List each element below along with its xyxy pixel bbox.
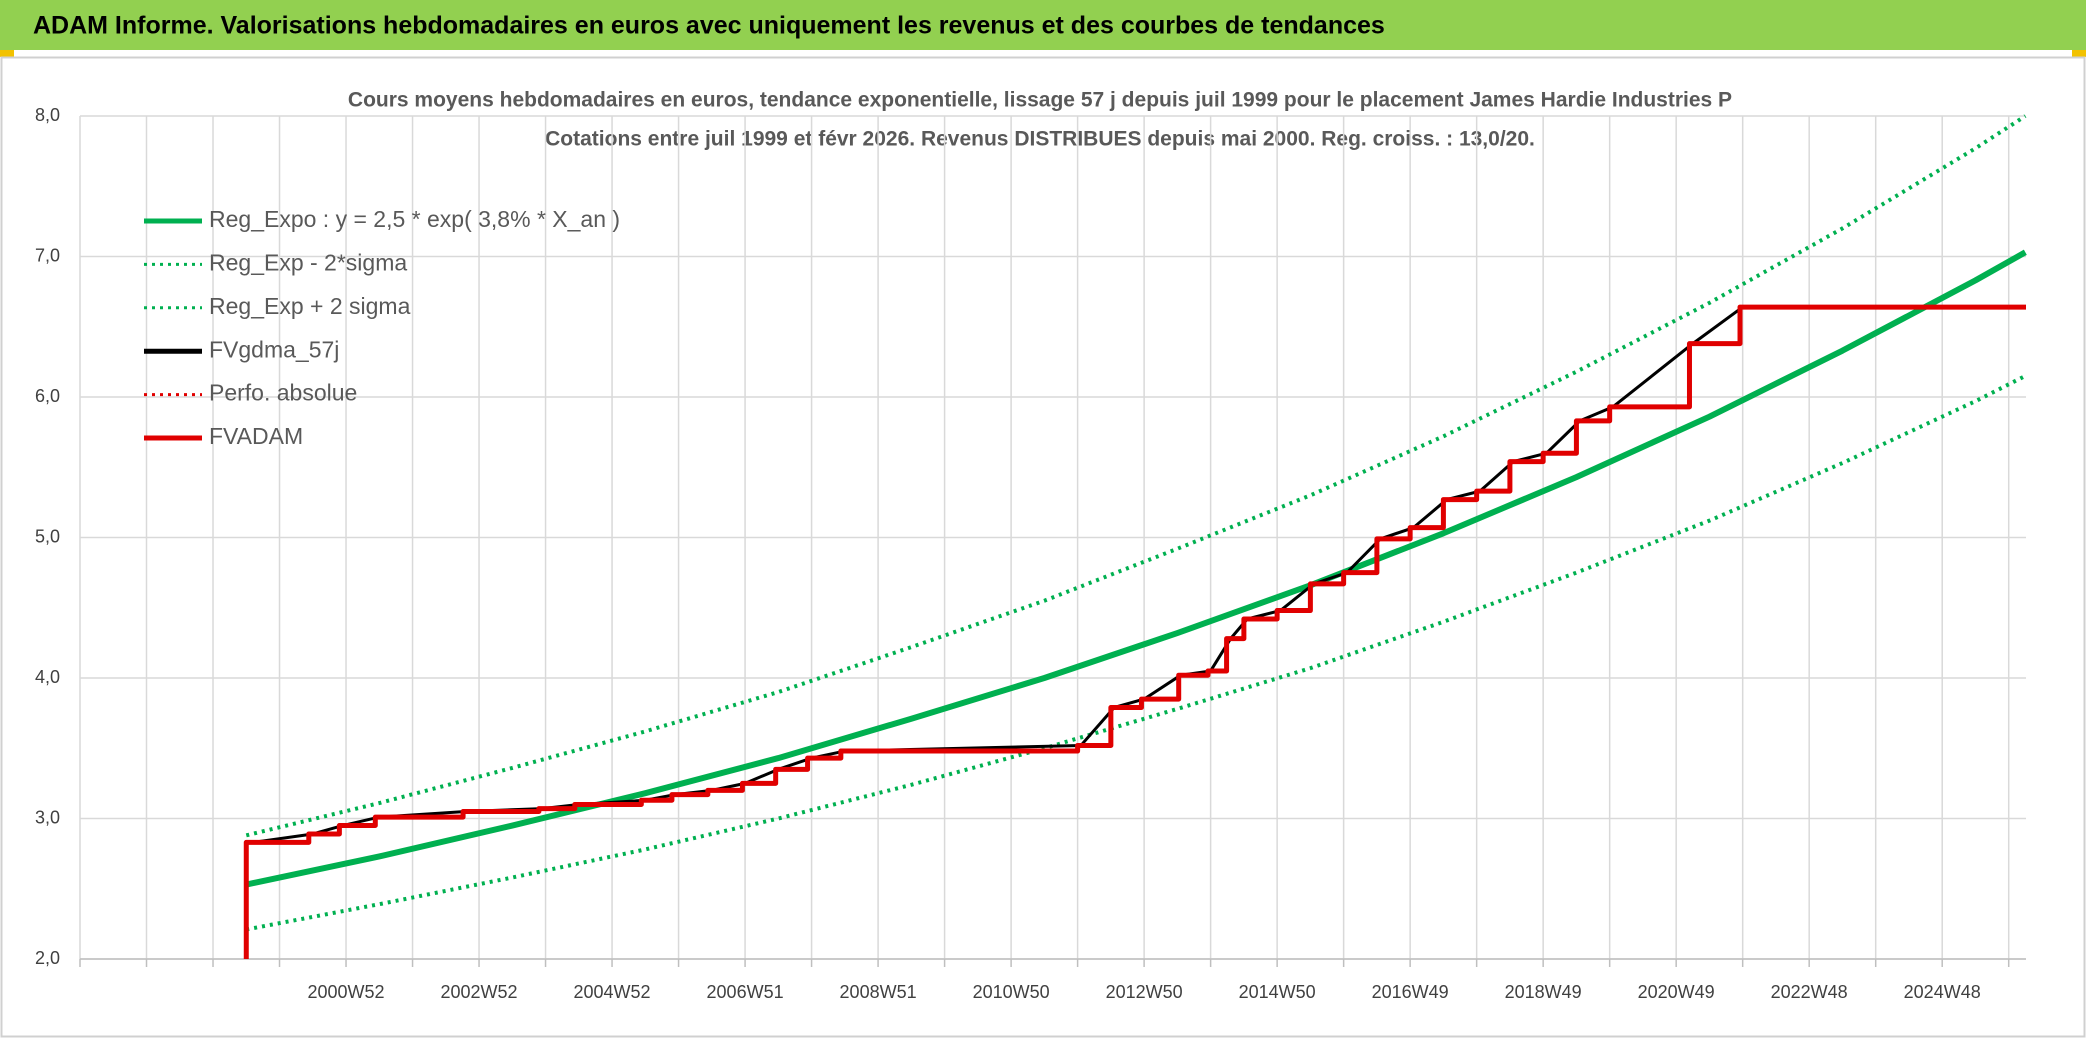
x-tick-label: 2014W50: [1239, 982, 1316, 1002]
x-tick-label: 2024W48: [1904, 982, 1981, 1002]
x-tick-label: 2002W52: [441, 982, 518, 1002]
legend-label: Reg_Expo : y = 2,5 * exp( 3,8% * X_an ): [209, 206, 620, 232]
x-tick-label: 2020W49: [1638, 982, 1715, 1002]
x-tick-label: 2016W49: [1372, 982, 1449, 1002]
x-tick-label: 2000W52: [307, 982, 384, 1002]
series-line: [245, 374, 2027, 932]
series-line: [243, 304, 2026, 959]
y-tick-label: 7,0: [35, 245, 60, 265]
corner-mark: [2072, 50, 2086, 57]
y-tick-label: 3,0: [35, 807, 60, 827]
x-tick-label: 2012W50: [1106, 982, 1183, 1002]
corner-mark: [0, 50, 14, 57]
header-title: ADAM Informe. Valorisations hebdomadaire…: [33, 12, 1385, 40]
y-tick-label: 8,0: [35, 105, 60, 125]
legend: Reg_Expo : y = 2,5 * exp( 3,8% * X_an ) R…: [144, 206, 620, 449]
x-tick-label: 2004W52: [574, 982, 651, 1002]
y-tick-label: 5,0: [35, 526, 60, 546]
legend-label: FVgdma_57j: [209, 336, 339, 362]
x-tick-label: 2010W50: [973, 982, 1050, 1002]
y-tick-label: 6,0: [35, 386, 60, 406]
legend-label: Perfo. absolue: [209, 380, 357, 406]
x-tick-label: 2018W49: [1505, 982, 1582, 1002]
y-tick-label: 4,0: [35, 667, 60, 687]
chart-subtitle: Cotations entre juil 1999 et févr 2026. …: [545, 128, 1535, 151]
header-bar: [0, 0, 2086, 50]
x-tick-label: 2006W51: [707, 982, 784, 1002]
legend-label: Reg_Exp - 2*sigma: [209, 249, 407, 275]
series-line: [245, 114, 2027, 838]
chart-title: Cours moyens hebdomadaires en euros, ten…: [348, 89, 1732, 112]
x-tick-label: 2022W48: [1771, 982, 1848, 1002]
legend-label: FVADAM: [209, 423, 303, 449]
chart-frame: [0, 56, 2086, 1038]
grid: 2,0 3,0 4,0 5,0 6,0 7,0 8,0 2000W52 2002W52 2004W…: [35, 105, 2026, 1002]
legend-label: Reg_Exp + 2 sigma: [209, 293, 411, 319]
plot: [243, 114, 2027, 959]
series-line: [245, 249, 2027, 888]
x-tick-label: 2008W51: [840, 982, 917, 1002]
y-tick-label: 2,0: [35, 948, 60, 968]
